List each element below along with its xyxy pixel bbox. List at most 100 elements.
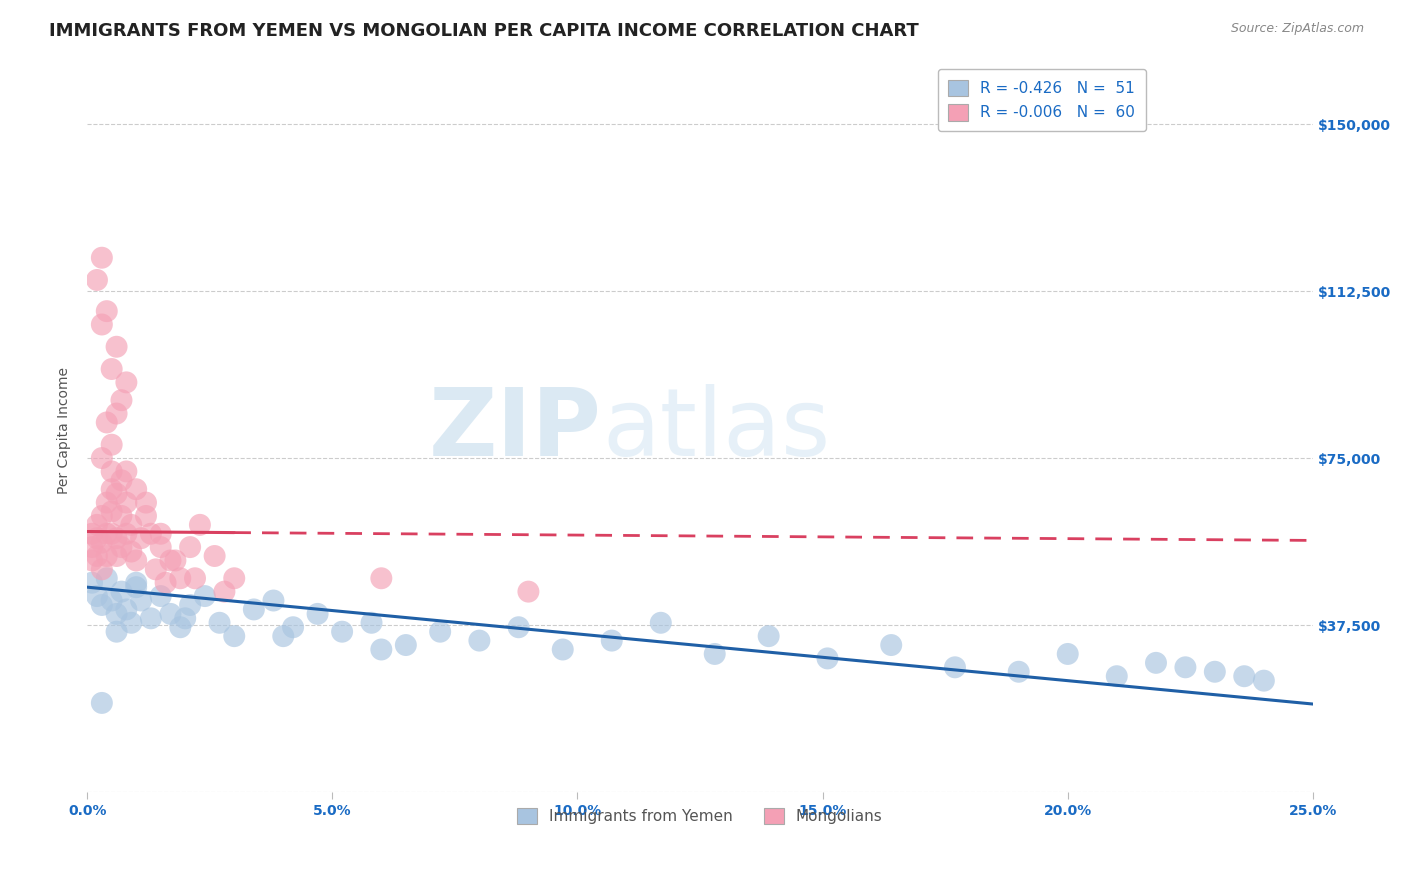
Point — [125, 575, 148, 590]
Point — [184, 571, 207, 585]
Point — [120, 615, 142, 630]
Point — [86, 273, 108, 287]
Point — [96, 549, 118, 563]
Point — [100, 464, 122, 478]
Point — [1105, 669, 1128, 683]
Point — [96, 416, 118, 430]
Point — [125, 482, 148, 496]
Point — [307, 607, 329, 621]
Point — [105, 624, 128, 639]
Point — [817, 651, 839, 665]
Point — [517, 584, 540, 599]
Point — [1056, 647, 1078, 661]
Point — [135, 495, 157, 509]
Point — [224, 629, 246, 643]
Point — [86, 531, 108, 545]
Point — [90, 318, 112, 332]
Point — [105, 549, 128, 563]
Point — [96, 495, 118, 509]
Point — [86, 517, 108, 532]
Point — [758, 629, 780, 643]
Point — [149, 526, 172, 541]
Point — [139, 526, 162, 541]
Point — [110, 540, 132, 554]
Point — [105, 340, 128, 354]
Point — [135, 508, 157, 523]
Point — [115, 376, 138, 390]
Point — [1008, 665, 1031, 679]
Point — [159, 553, 181, 567]
Point — [1174, 660, 1197, 674]
Point — [214, 584, 236, 599]
Text: IMMIGRANTS FROM YEMEN VS MONGOLIAN PER CAPITA INCOME CORRELATION CHART: IMMIGRANTS FROM YEMEN VS MONGOLIAN PER C… — [49, 22, 920, 40]
Point — [100, 526, 122, 541]
Point — [145, 562, 167, 576]
Point — [110, 393, 132, 408]
Point — [208, 615, 231, 630]
Point — [90, 451, 112, 466]
Point — [96, 304, 118, 318]
Point — [90, 508, 112, 523]
Point — [650, 615, 672, 630]
Point — [155, 575, 177, 590]
Point — [86, 589, 108, 603]
Point — [100, 438, 122, 452]
Point — [105, 486, 128, 500]
Point — [194, 589, 217, 603]
Point — [129, 593, 152, 607]
Point — [110, 508, 132, 523]
Point — [179, 540, 201, 554]
Point — [165, 553, 187, 567]
Point — [129, 531, 152, 545]
Point — [100, 504, 122, 518]
Point — [125, 553, 148, 567]
Point — [429, 624, 451, 639]
Point — [179, 598, 201, 612]
Point — [468, 633, 491, 648]
Point — [115, 495, 138, 509]
Point — [90, 251, 112, 265]
Text: Source: ZipAtlas.com: Source: ZipAtlas.com — [1230, 22, 1364, 36]
Point — [703, 647, 725, 661]
Point — [169, 571, 191, 585]
Point — [370, 571, 392, 585]
Text: atlas: atlas — [602, 384, 830, 476]
Point — [115, 602, 138, 616]
Point — [159, 607, 181, 621]
Point — [508, 620, 530, 634]
Point — [115, 526, 138, 541]
Point — [149, 540, 172, 554]
Point — [125, 580, 148, 594]
Point — [120, 517, 142, 532]
Point — [80, 575, 103, 590]
Point — [96, 526, 118, 541]
Point — [86, 549, 108, 563]
Point — [600, 633, 623, 648]
Point — [90, 562, 112, 576]
Point — [80, 553, 103, 567]
Point — [105, 531, 128, 545]
Point — [90, 696, 112, 710]
Point — [110, 584, 132, 599]
Point — [204, 549, 226, 563]
Point — [115, 464, 138, 478]
Point — [1204, 665, 1226, 679]
Point — [360, 615, 382, 630]
Point — [110, 473, 132, 487]
Point — [880, 638, 903, 652]
Point — [96, 571, 118, 585]
Point — [330, 624, 353, 639]
Point — [169, 620, 191, 634]
Point — [100, 362, 122, 376]
Point — [100, 482, 122, 496]
Point — [370, 642, 392, 657]
Point — [80, 540, 103, 554]
Point — [1144, 656, 1167, 670]
Point — [271, 629, 294, 643]
Point — [139, 611, 162, 625]
Point — [551, 642, 574, 657]
Point — [188, 517, 211, 532]
Point — [80, 526, 103, 541]
Point — [105, 607, 128, 621]
Point — [120, 544, 142, 558]
